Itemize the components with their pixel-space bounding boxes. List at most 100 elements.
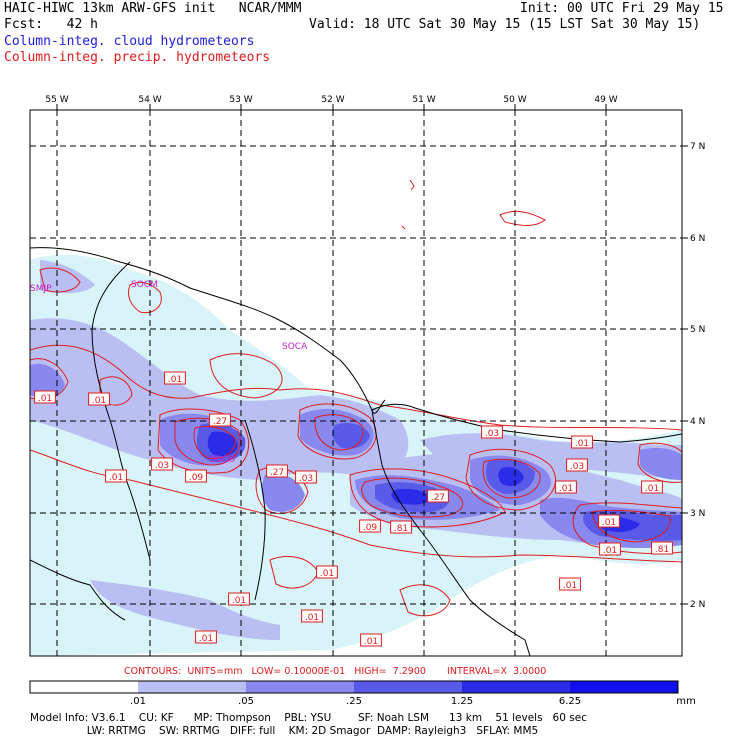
lat-lon-grid: [30, 110, 682, 656]
contour-label: .01: [559, 484, 573, 494]
contour-label: .01: [92, 396, 106, 406]
contour-label-box: [209, 413, 231, 427]
contour-label-box: [359, 519, 381, 533]
contour-label: .01: [109, 473, 123, 483]
contour-label: .01: [603, 546, 617, 556]
contour-label: .01: [320, 569, 334, 579]
contour-label: .03: [299, 474, 313, 484]
station-labels: SMJP SOCM SOCA SOCO: [30, 280, 308, 465]
contour-label-box: [427, 489, 449, 503]
lon-label: 53 W: [229, 95, 252, 105]
contour-label-box: [559, 577, 581, 591]
lat-label: 7 N: [690, 142, 705, 152]
contour-label: .01: [168, 375, 182, 385]
colorbar-tick-label: 1.25: [450, 696, 474, 707]
contour-label-box: [316, 565, 338, 579]
latitude-labels: 7 N 6 N 5 N 4 N 3 N 2 N: [690, 142, 705, 610]
colorbar-segment: [570, 681, 678, 693]
lon-label: 49 W: [594, 95, 617, 105]
lon-label: 52 W: [321, 95, 344, 105]
field-precip-label: Column-integ. precip. hydrometeors: [4, 50, 271, 65]
contour-label: .03: [155, 461, 169, 471]
station-label: SOCO: [209, 455, 235, 465]
contour-label: .81: [394, 524, 408, 534]
contour-label-box: [566, 458, 588, 472]
contour-label: .03: [570, 462, 584, 472]
longitude-labels: 55 W 54 W 53 W 52 W 51 W 50 W 49 W: [45, 95, 617, 105]
contour-label-box: [88, 392, 110, 406]
contour-label: .09: [363, 523, 378, 533]
contour-label: .01: [575, 439, 589, 449]
contour-label: .01: [364, 637, 378, 647]
colorbar-segment: [354, 681, 462, 693]
contour-label-box: [598, 514, 620, 528]
colorbar-tick-label: .25: [346, 696, 362, 707]
contour-label-box: [555, 480, 577, 494]
station-label: SMJP: [30, 284, 52, 294]
contour-label: .01: [199, 634, 213, 644]
contour-label-box: [599, 542, 621, 556]
contour-label-box: [360, 633, 382, 647]
lon-label: 50 W: [503, 95, 526, 105]
lon-label: 54 W: [138, 95, 161, 105]
map-frame: [29, 109, 683, 657]
contour-label-box: [195, 630, 217, 644]
contour-label: .01: [232, 596, 246, 606]
lon-label: 51 W: [412, 95, 435, 105]
colorbar-frame: [29, 680, 679, 694]
contour-label-box: [571, 435, 593, 449]
contour-label-box: [266, 464, 288, 478]
lat-label: 3 N: [690, 509, 705, 519]
contour-label: .01: [38, 394, 52, 404]
plot-title: HAIC-HIWC 13km ARW-GFS init NCAR/MMM: [4, 1, 302, 16]
colorbar-segment: [462, 681, 570, 693]
colorbar-segment: [246, 681, 354, 693]
contour-label-box: [34, 390, 56, 404]
contour-label: .01: [563, 581, 577, 591]
lat-label: 5 N: [690, 325, 705, 335]
model-info-line1: Model Info: V3.6.1 CU: KF MP: Thompson P…: [30, 712, 587, 724]
model-info-line2: LW: RRTMG SW: RRTMG DIFF: full KM: 2D Sm…: [30, 725, 539, 737]
contour-label-box: [481, 425, 503, 439]
coastline: [30, 247, 682, 656]
valid-time: Valid: 18 UTC Sat 30 May 15 (15 LST Sat …: [309, 17, 701, 32]
contour-label: .03: [485, 429, 499, 439]
colorbar-units: mm: [676, 696, 696, 707]
contour-label: .81: [655, 545, 669, 555]
contour-label: .27: [431, 493, 445, 503]
contour-label: .27: [270, 468, 284, 478]
contour-label-box: [228, 592, 250, 606]
contour-label-box: [641, 480, 663, 494]
station-label: SOCA: [282, 342, 308, 352]
contour-label-box: [164, 371, 186, 385]
lon-label: 55 W: [45, 95, 68, 105]
axis-ticks: [56, 104, 688, 605]
contour-label-box: [390, 520, 412, 534]
contour-label-box: [301, 609, 323, 623]
contour-info: CONTOURS: UNITS=mm LOW= 0.10000E-01 HIGH…: [124, 666, 547, 677]
lat-label: 6 N: [690, 234, 705, 244]
station-label: SOCM: [131, 280, 158, 290]
contour-label: .01: [602, 518, 616, 528]
contour-value-labels: .01 .01 .01 .03 .27 .09 .01 .27 .03 .03 .01 .03 .01.…: [34, 371, 673, 647]
colorbar-segment: [138, 681, 246, 693]
colorbar-tick-label: .05: [238, 696, 254, 707]
colorbar-tick-label: 6.25: [558, 696, 582, 707]
colorbar-segment: [30, 681, 138, 693]
contour-label-box: [105, 469, 127, 483]
colorbar: [29, 680, 679, 694]
contour-label: .01: [645, 484, 659, 494]
lat-label: 4 N: [690, 417, 705, 427]
contour-label: .27: [213, 417, 227, 427]
contour-label-box: [185, 469, 207, 483]
contour-label-box: [651, 541, 673, 555]
contour-label: .01: [305, 613, 319, 623]
contour-label-box: [295, 470, 317, 484]
init-time: Init: 00 UTC Fri 29 May 15: [520, 1, 724, 16]
cloud-shading: [30, 254, 682, 656]
field-cloud-label: Column-integ. cloud hydrometeors: [4, 34, 255, 49]
lat-label: 2 N: [690, 600, 705, 610]
contour-label-box: [151, 457, 173, 471]
forecast-hour: Fcst: 42 h: [4, 17, 98, 32]
